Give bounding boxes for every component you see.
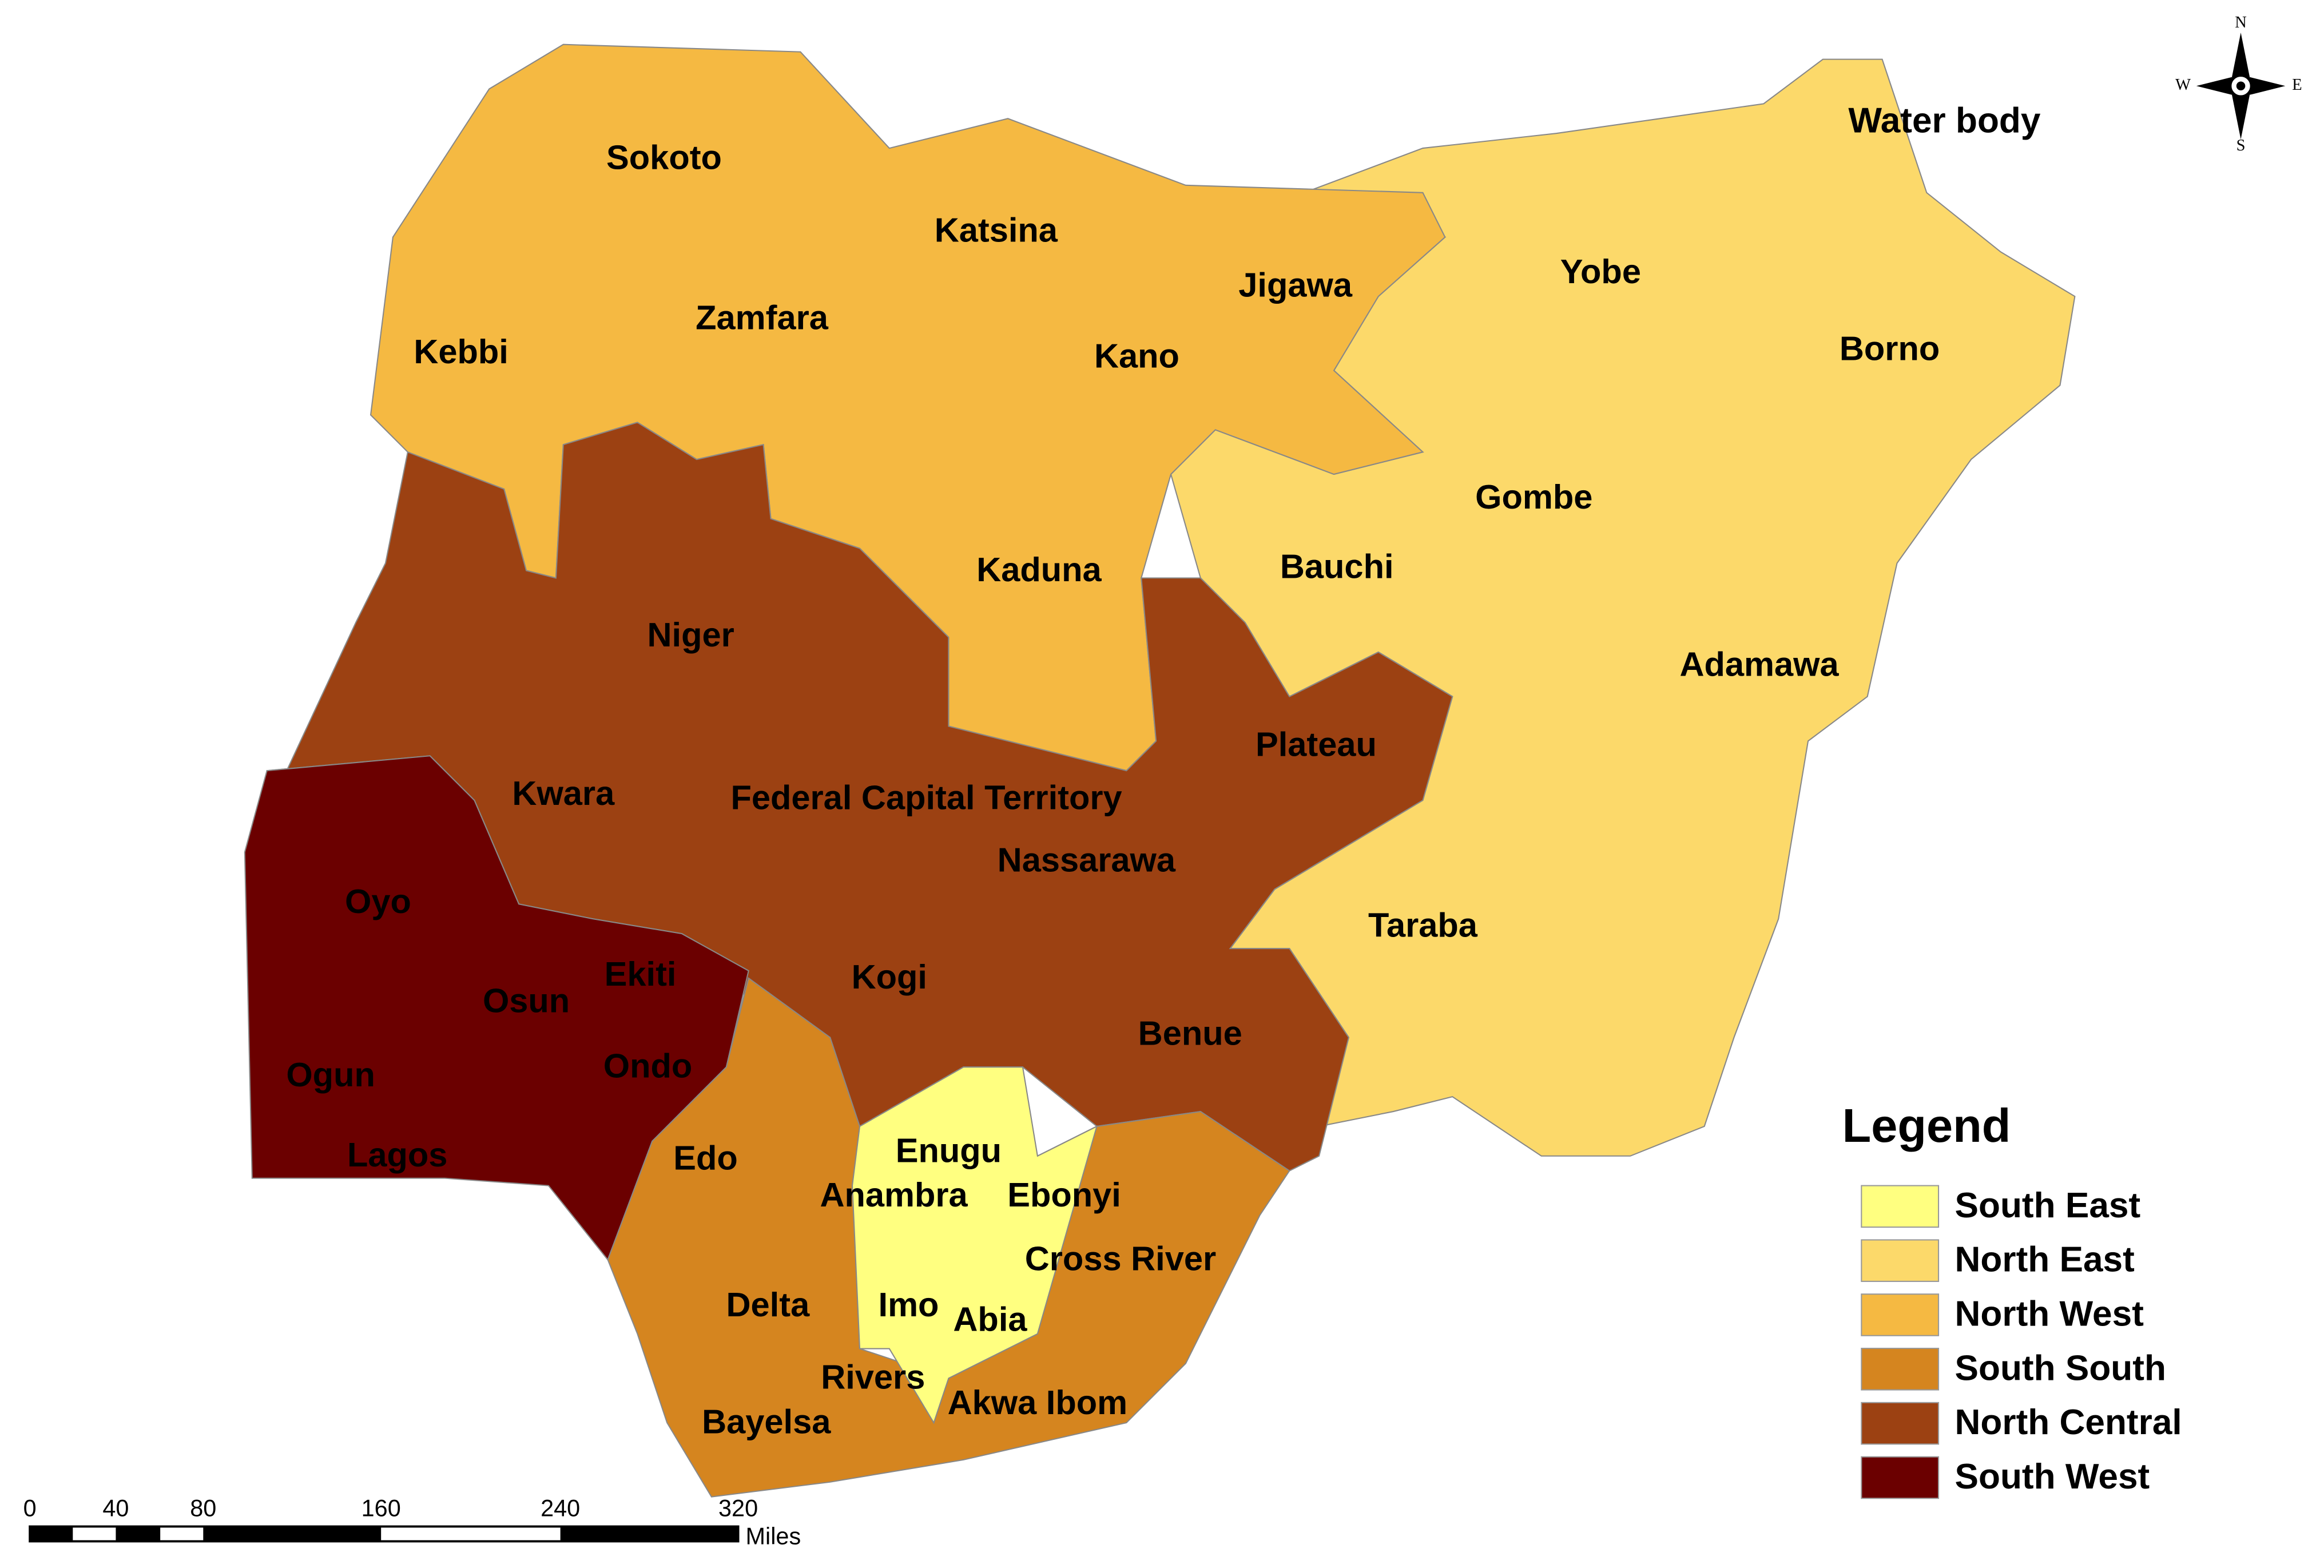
state-label: Nassarawa (998, 841, 1176, 879)
scale-bar-segment (116, 1526, 161, 1542)
compass-letters: N W E S (2175, 14, 2302, 154)
region-shape (851, 1066, 1098, 1424)
state-label: Jigawa (1238, 265, 1353, 304)
region-shapes (244, 43, 2076, 1498)
legend-swatch (1861, 1239, 1940, 1282)
legend-label: North East (1955, 1240, 2135, 1280)
state-label: Delta (726, 1285, 811, 1324)
legend-label: North Central (1955, 1403, 2182, 1442)
state-label: Abia (953, 1300, 1027, 1339)
state-label: Rivers (821, 1358, 925, 1396)
state-label: Cross River (1025, 1239, 1216, 1277)
scale-bar-segment (203, 1526, 382, 1542)
state-label: Kebbi (414, 332, 509, 371)
state-label: Osun (483, 982, 570, 1020)
state-label: Plateau (1256, 725, 1377, 763)
legend-label: South South (1955, 1348, 2166, 1388)
state-labels: Enugu Anambra Ebonyi Imo Abia Yobe Borno Gombe B… (286, 138, 1940, 1441)
legend-label: South East (1955, 1186, 2141, 1225)
scale-unit: Miles (746, 1523, 801, 1550)
scale-tick-label: 40 (102, 1494, 129, 1521)
state-label: Niger (647, 616, 734, 654)
scale-tick-label: 160 (361, 1494, 401, 1521)
compass-letter: N (2235, 14, 2247, 31)
scale-tick-label: 240 (541, 1494, 580, 1521)
state-label: Imo (879, 1285, 939, 1324)
compass-rose (2196, 32, 2286, 140)
legend-swatch (1861, 1456, 1940, 1499)
state-label: Taraba (1368, 906, 1478, 944)
state-label: Akwa Ibom (948, 1383, 1128, 1422)
state-label: Benue (1138, 1014, 1242, 1053)
state-label: Ondo (603, 1047, 693, 1085)
legend-swatch (1861, 1402, 1940, 1445)
state-label: Yobe (1560, 252, 1641, 291)
compass-letter: S (2236, 137, 2246, 154)
scale-tick-label: 320 (718, 1494, 758, 1521)
region-shape (244, 755, 749, 1261)
state-label: Federal Capital Territory (730, 779, 1122, 817)
scale-tick-label: 0 (23, 1494, 37, 1521)
legend-swatch (1861, 1348, 1940, 1391)
state-label: Lagos (347, 1136, 447, 1174)
scale-tick-label: 80 (190, 1494, 216, 1521)
legend-label: North West (1955, 1295, 2144, 1334)
legend-title: Legend (1842, 1099, 2011, 1152)
state-label: Kaduna (976, 550, 1102, 589)
legend-swatch (1861, 1185, 1940, 1228)
state-label: Enugu (896, 1131, 1002, 1169)
legend-swatch (1861, 1293, 1940, 1336)
state-label: Ebonyi (1007, 1176, 1121, 1214)
state-label: Bayelsa (702, 1402, 831, 1440)
state-label: Edo (673, 1138, 738, 1177)
state-label: Ekiti (605, 955, 677, 993)
state-label: Borno (1840, 330, 1940, 368)
state-label: Zamfara (696, 298, 829, 336)
state-label: Ogun (286, 1055, 375, 1094)
state-label: Bauchi (1280, 547, 1394, 586)
legend: South East North East North West South Sout… (1861, 1185, 2182, 1499)
scale-bar-segment (560, 1526, 738, 1542)
state-label: Gombe (1475, 478, 1592, 516)
legend-label: South West (1955, 1457, 2150, 1496)
state-label: Kwara (512, 774, 615, 812)
state-label: Oyo (345, 882, 411, 920)
state-label: Anambra (820, 1176, 968, 1214)
scale-bar-segment (30, 1526, 73, 1542)
water-body-label: Water body (1848, 101, 2041, 140)
state-label: Kogi (852, 958, 927, 996)
state-label: Sokoto (606, 138, 722, 177)
compass-letter: W (2175, 76, 2191, 94)
state-label: Katsina (935, 211, 1058, 249)
state-label: Adamawa (1679, 645, 1839, 684)
compass-letter: E (2292, 76, 2302, 94)
state-label: Kano (1094, 337, 1179, 375)
